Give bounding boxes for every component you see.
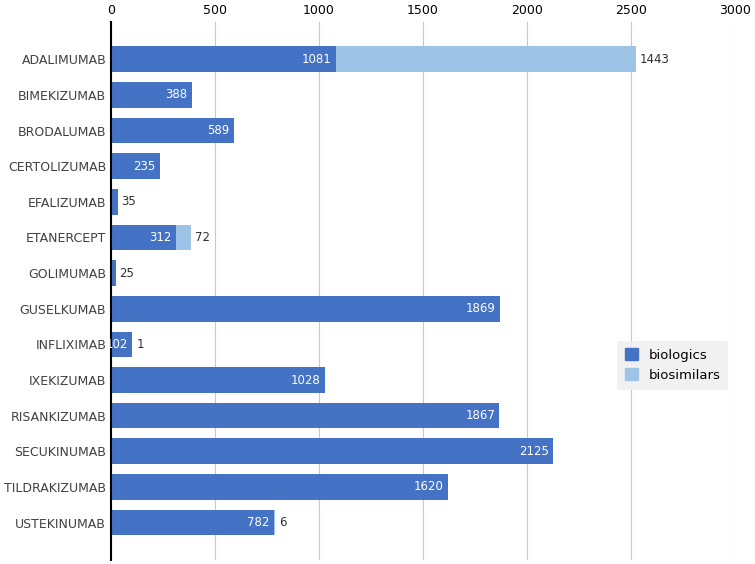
Bar xyxy=(111,82,192,108)
Text: 1443: 1443 xyxy=(639,53,670,66)
Text: 1867: 1867 xyxy=(465,409,495,422)
Text: 782: 782 xyxy=(247,516,270,529)
Text: 1: 1 xyxy=(136,338,143,351)
Text: 1620: 1620 xyxy=(414,481,444,494)
Text: 589: 589 xyxy=(207,124,230,137)
Bar xyxy=(111,224,176,250)
Text: 1028: 1028 xyxy=(291,373,321,386)
Text: 35: 35 xyxy=(122,195,136,208)
Bar xyxy=(111,510,273,535)
Text: 235: 235 xyxy=(134,160,156,173)
Bar xyxy=(111,189,119,215)
Text: 312: 312 xyxy=(149,231,171,244)
Bar xyxy=(111,438,553,464)
Bar xyxy=(111,118,233,143)
Bar xyxy=(336,46,636,72)
Bar xyxy=(111,332,132,357)
Bar xyxy=(111,474,448,500)
Text: 6: 6 xyxy=(279,516,286,529)
Text: 1869: 1869 xyxy=(466,302,495,315)
Bar xyxy=(111,296,500,321)
Bar xyxy=(111,46,336,72)
Legend: biologics, biosimilars: biologics, biosimilars xyxy=(617,341,729,390)
Text: 72: 72 xyxy=(195,231,210,244)
Bar xyxy=(111,260,116,286)
Text: 1081: 1081 xyxy=(302,53,331,66)
Text: 25: 25 xyxy=(119,267,134,280)
Bar xyxy=(111,403,499,429)
Text: 102: 102 xyxy=(106,338,128,351)
Bar xyxy=(111,367,325,393)
Text: 388: 388 xyxy=(165,89,187,102)
Bar xyxy=(111,153,160,179)
Text: 2125: 2125 xyxy=(519,445,549,458)
Bar xyxy=(273,510,275,535)
Bar xyxy=(176,224,191,250)
